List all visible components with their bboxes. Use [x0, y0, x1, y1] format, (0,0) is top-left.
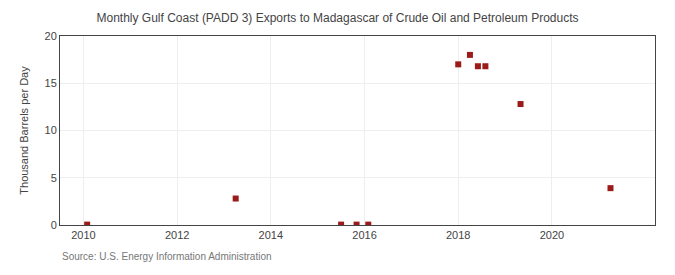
svg-text:5: 5	[51, 172, 57, 184]
svg-text:15: 15	[45, 77, 57, 89]
svg-text:2014: 2014	[259, 229, 283, 241]
svg-text:2010: 2010	[71, 229, 95, 241]
svg-text:Source: U.S. Energy Informatio: Source: U.S. Energy Information Administ…	[62, 251, 272, 262]
svg-text:Thousand Barrels per Day: Thousand Barrels per Day	[18, 66, 30, 195]
svg-text:2016: 2016	[352, 229, 376, 241]
svg-text:20: 20	[45, 30, 57, 42]
svg-text:2020: 2020	[540, 229, 564, 241]
svg-text:Monthly Gulf Coast (PADD 3) Ex: Monthly Gulf Coast (PADD 3) Exports to M…	[97, 11, 579, 25]
svg-text:2018: 2018	[446, 229, 470, 241]
svg-text:0: 0	[51, 219, 57, 231]
svg-text:2012: 2012	[165, 229, 189, 241]
svg-text:10: 10	[45, 124, 57, 136]
